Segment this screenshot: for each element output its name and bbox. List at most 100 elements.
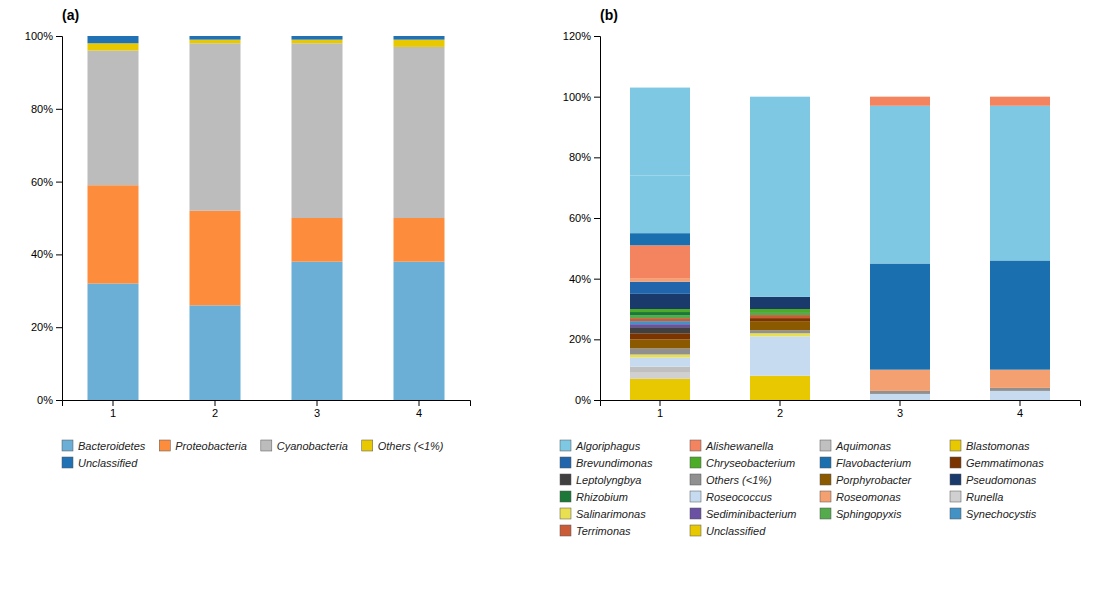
tick-mark bbox=[660, 400, 661, 406]
bar-segment bbox=[630, 315, 690, 318]
bar-segment bbox=[394, 262, 445, 400]
legend-item: Proteobacteria bbox=[159, 440, 247, 452]
tick: 3 bbox=[897, 400, 903, 419]
panel: 0%20%40%60%80%100%120%1234(b)Algoriphagu… bbox=[560, 7, 1081, 537]
tick: 0% bbox=[37, 394, 62, 406]
tick-label: 4 bbox=[1017, 407, 1023, 419]
bar-segment bbox=[292, 43, 343, 218]
legend-label: Pseudomonas bbox=[966, 474, 1037, 486]
tick-label: 1 bbox=[657, 407, 663, 419]
tick: 100% bbox=[563, 91, 600, 103]
bar-segment bbox=[630, 321, 690, 324]
legend-swatch bbox=[62, 457, 73, 468]
legend-item: Synechocystis bbox=[950, 508, 1037, 520]
legend-item: Others (<1%) bbox=[690, 474, 772, 486]
bar-segment bbox=[630, 373, 690, 379]
legend-item: Others (<1%) bbox=[362, 440, 444, 452]
bar-segment bbox=[630, 339, 690, 348]
legend-label: Sediminibacterium bbox=[706, 508, 796, 520]
legend-label: Proteobacteria bbox=[175, 440, 247, 452]
tick: 40% bbox=[569, 273, 600, 285]
tick-mark bbox=[56, 109, 62, 110]
bar-segment bbox=[630, 367, 690, 373]
legend-swatch bbox=[362, 440, 373, 451]
legend-item: Alishewanella bbox=[690, 440, 773, 452]
legend-label: Others (<1%) bbox=[378, 440, 444, 452]
legend-swatch bbox=[159, 440, 170, 451]
tick-mark bbox=[56, 36, 62, 37]
bar-segment bbox=[394, 47, 445, 218]
tick: 2 bbox=[777, 400, 783, 419]
bar-segment bbox=[190, 40, 241, 44]
tick: 20% bbox=[569, 333, 600, 345]
legend-swatch bbox=[950, 508, 961, 519]
bar-segment bbox=[630, 358, 690, 367]
legend-swatch bbox=[690, 457, 701, 468]
tick-mark bbox=[113, 400, 114, 406]
legend-label: Flavobacterium bbox=[836, 457, 911, 469]
axis-line bbox=[594, 37, 601, 401]
legend-label: Rhizobium bbox=[576, 491, 628, 503]
legend-item: Sediminibacterium bbox=[690, 508, 796, 520]
tick-mark bbox=[594, 400, 600, 401]
tick-mark bbox=[317, 400, 318, 406]
bar-segment bbox=[750, 96, 810, 97]
bar-segment bbox=[750, 333, 810, 336]
bar-segment bbox=[630, 233, 690, 245]
bar-segment bbox=[630, 309, 690, 312]
legend-label: Sphingopyxis bbox=[836, 508, 902, 520]
tick-mark bbox=[215, 400, 216, 406]
tick-mark bbox=[594, 157, 600, 158]
panel-label: (b) bbox=[600, 7, 618, 23]
tick-label: 2 bbox=[777, 407, 783, 419]
bar-segment bbox=[750, 336, 810, 375]
legend-swatch bbox=[690, 525, 701, 536]
legend-item: Porphyrobacter bbox=[820, 474, 913, 486]
legend-swatch bbox=[690, 508, 701, 519]
bar-segment bbox=[292, 262, 343, 400]
legend-item: Chryseobacterium bbox=[690, 457, 795, 469]
legend-item: Roseococcus bbox=[690, 491, 773, 503]
legend-swatch bbox=[950, 474, 961, 485]
bar-segment bbox=[750, 318, 810, 321]
legend-item: Sphingopyxis bbox=[820, 508, 902, 520]
tick-mark bbox=[56, 254, 62, 255]
bar-segment bbox=[990, 370, 1050, 388]
tick: 1 bbox=[657, 400, 663, 419]
legend-swatch bbox=[560, 508, 571, 519]
tick-mark bbox=[56, 327, 62, 328]
bar-segment bbox=[630, 324, 690, 327]
legend-swatch bbox=[950, 440, 961, 451]
bar-segment bbox=[88, 284, 139, 400]
legend-swatch bbox=[62, 440, 73, 451]
bar-segment bbox=[292, 218, 343, 262]
legend-label: Blastomonas bbox=[966, 440, 1030, 452]
legend-item: Brevundimonas bbox=[560, 457, 653, 469]
tick-label: 100% bbox=[25, 30, 53, 42]
tick-label: 120% bbox=[563, 30, 591, 42]
tick: 20% bbox=[31, 321, 62, 333]
bar-segment bbox=[630, 282, 690, 294]
legend-swatch bbox=[261, 440, 272, 451]
bar-segment bbox=[990, 260, 1050, 369]
legend-swatch bbox=[560, 474, 571, 485]
tick: 80% bbox=[569, 151, 600, 163]
bar-segment bbox=[750, 312, 810, 315]
legend-swatch bbox=[560, 440, 571, 451]
bar-segment bbox=[750, 321, 810, 330]
tick-label: 60% bbox=[569, 212, 591, 224]
legend-item: Rhizobium bbox=[560, 491, 628, 503]
tick: 1 bbox=[110, 400, 116, 419]
panel-label: (a) bbox=[62, 7, 79, 23]
legend-item: Runella bbox=[950, 491, 1003, 503]
tick-mark bbox=[900, 400, 901, 406]
axis-line bbox=[56, 37, 63, 401]
legend-swatch bbox=[560, 525, 571, 536]
legend-swatch bbox=[950, 491, 961, 502]
legend-swatch bbox=[820, 508, 831, 519]
bar-segment bbox=[630, 245, 690, 278]
tick-label: 20% bbox=[31, 321, 53, 333]
bar-segment bbox=[88, 51, 139, 186]
bar-segment bbox=[870, 97, 930, 106]
legend-label: Leptolyngbya bbox=[576, 474, 641, 486]
